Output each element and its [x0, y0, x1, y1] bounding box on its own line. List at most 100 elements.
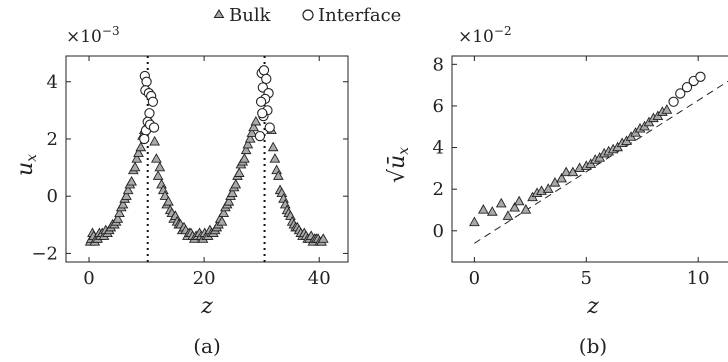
bulk-point	[495, 197, 507, 208]
y-tick-label: 0	[47, 186, 58, 207]
caption-b: (b)	[579, 334, 607, 358]
bulk-point	[240, 144, 252, 155]
y-tick-label: 4	[433, 138, 444, 159]
bulk-point	[218, 207, 230, 218]
plot-frame-a	[65, 55, 349, 263]
legend-bulk-marker	[213, 9, 225, 18]
panel-b: 0 5 10 0 2 4 6 8 ×10−2 √ūx z (b)	[385, 24, 728, 358]
interface-point	[695, 71, 706, 82]
caption-a: (a)	[193, 334, 221, 358]
x-tick-label: 0	[83, 268, 94, 289]
y-tick-label: 8	[433, 54, 444, 75]
bulk-point	[248, 121, 259, 132]
interface-point	[139, 133, 150, 145]
legend: Bulk Interface	[213, 5, 401, 26]
bulk-point	[250, 115, 262, 126]
interface-point	[261, 73, 272, 85]
vlines-a	[146, 56, 266, 262]
x-tick-label: 0	[469, 268, 480, 289]
y-tick-label: 4	[47, 72, 58, 93]
bulk-point	[233, 167, 245, 177]
y-tick-label: 2	[433, 179, 444, 200]
bulk-point	[469, 216, 480, 227]
bulk-point	[154, 161, 166, 172]
interface-point	[675, 88, 686, 99]
bulk-point	[122, 184, 134, 195]
legend-bulk-label: Bulk	[229, 5, 272, 26]
plot-frame-b	[451, 55, 728, 263]
bulk-point	[117, 198, 129, 209]
interface-point	[148, 122, 160, 133]
bulk-point	[556, 172, 568, 183]
bulk-point	[126, 175, 137, 186]
bulk-point	[121, 190, 132, 200]
bulk-point	[272, 170, 284, 180]
bulk-point	[133, 147, 144, 157]
x-tick-label: 20	[193, 268, 216, 289]
bulk-point	[661, 104, 673, 114]
bulk-point	[542, 183, 554, 193]
panel-a: 0 20 40 −2 0 2 4 ×10−3 ux z (a)	[13, 24, 349, 358]
interface-point	[681, 82, 693, 93]
y-axis-label-b-text: √ūx	[385, 147, 412, 183]
bulk-point	[244, 133, 256, 143]
ticks-a: 0 20 40 −2 0 2 4	[31, 56, 348, 289]
bulk-point	[477, 204, 489, 214]
bulk-point	[239, 153, 250, 163]
bulk-point	[271, 164, 283, 175]
multiplier-a: ×10−3	[66, 24, 120, 47]
bulk-point	[149, 135, 160, 146]
bulk-point	[216, 216, 228, 226]
interface-point	[144, 108, 155, 119]
y-tick-label: 6	[433, 96, 444, 117]
bulk-point	[152, 170, 164, 180]
interface-point	[141, 76, 152, 87]
bulk-point	[114, 207, 125, 218]
bulk-point	[230, 178, 242, 189]
y-tick-label: −2	[31, 243, 58, 264]
bulk-point	[267, 141, 279, 152]
y-axis-label-a: ux	[13, 154, 40, 176]
bulk-point	[242, 138, 254, 149]
interface-point	[257, 108, 268, 119]
x-axis-label-b: z	[586, 294, 599, 319]
y-tick-label: 0	[433, 221, 444, 242]
x-tick-label: 40	[308, 268, 331, 289]
legend-interface-label: Interface	[318, 5, 401, 26]
x-tick-label: 10	[687, 268, 710, 289]
bulk-point	[131, 153, 143, 163]
bulk-point	[129, 161, 141, 172]
bulk-point	[317, 233, 329, 243]
marks-a	[84, 65, 329, 246]
x-axis-label-a: z	[200, 294, 213, 319]
bulk-point	[150, 153, 162, 163]
bulk-point	[156, 178, 167, 189]
bulk-point	[223, 195, 235, 206]
bulk-point	[486, 206, 498, 216]
bulk-point	[502, 210, 514, 220]
bulk-point	[246, 127, 258, 137]
bulk-point	[159, 190, 171, 200]
bulk-point	[520, 204, 532, 214]
ticks-b: 0 5 10 0 2 4 6 8	[433, 54, 710, 289]
interface-point	[264, 122, 275, 133]
legend-interface-marker	[302, 9, 314, 21]
bulk-point	[269, 153, 281, 163]
interface-point	[255, 96, 267, 107]
interface-point	[254, 130, 266, 142]
bulk-point	[135, 141, 147, 152]
interface-point	[258, 65, 270, 76]
y-axis-label-b: √ūx	[385, 147, 412, 183]
x-tick-label: 5	[581, 268, 592, 289]
bulk-point	[560, 166, 572, 177]
linear-fit-line	[474, 80, 728, 244]
bulk-point	[112, 213, 124, 223]
bulk-point	[163, 195, 174, 206]
bulk-point	[226, 187, 238, 197]
marks-b	[469, 71, 706, 227]
interface-point	[668, 96, 679, 107]
bulk-point	[513, 195, 525, 206]
interface-point	[147, 96, 159, 107]
bulk-point	[509, 201, 521, 212]
